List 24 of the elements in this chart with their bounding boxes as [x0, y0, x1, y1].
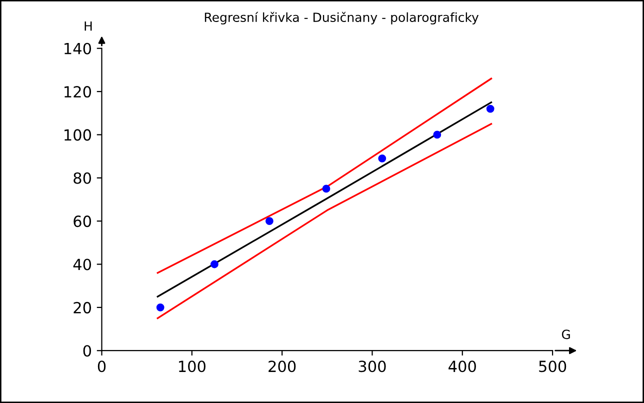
point	[210, 260, 218, 268]
point	[266, 217, 274, 226]
point	[322, 184, 330, 193]
y-tick-label: 120	[64, 86, 92, 98]
y-tick-label: 140	[64, 42, 92, 54]
point	[433, 130, 442, 139]
x-tick-label: 400	[448, 360, 476, 372]
point	[156, 303, 164, 312]
x-tick-label: 300	[358, 360, 386, 372]
x-axis-title: G	[562, 330, 570, 340]
x-tick-label: 0	[98, 360, 106, 372]
y-tick-label: 20	[74, 302, 92, 314]
y-tick-label: 40	[73, 258, 92, 270]
y-tick-label: 100	[64, 129, 92, 141]
x-tick-label: 100	[179, 360, 206, 372]
x-tick-label: 200	[268, 360, 296, 372]
point	[378, 154, 386, 162]
x-tick-label: 500	[539, 360, 566, 372]
y-tick-label: 0	[83, 345, 92, 357]
point	[486, 104, 494, 113]
chart-title: Regresní křivka - Dusičnany - polarograficky	[204, 12, 479, 24]
y-tick-label: 80	[74, 172, 92, 184]
y-tick-label: 60	[74, 216, 92, 228]
y-axis-title: H	[84, 22, 92, 31]
